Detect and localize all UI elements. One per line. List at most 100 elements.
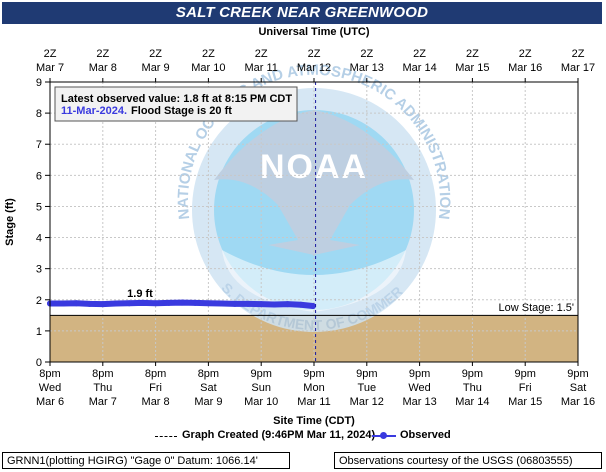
bottom-tick-day: Tue xyxy=(358,382,377,394)
bottom-tick-day: Sat xyxy=(200,382,217,394)
observed-value-annotation: 1.9 ft xyxy=(127,288,153,300)
top-tick-date: Mar 8 xyxy=(89,62,117,74)
bottom-tick-time: 9pm xyxy=(514,368,535,380)
observed-point xyxy=(271,301,278,308)
top-tick-date: Mar 17 xyxy=(561,62,595,74)
bottom-tick-date: Mar 9 xyxy=(194,396,222,408)
low-stage-label: Low Stage: 1.5' xyxy=(499,302,575,314)
observed-point xyxy=(297,301,304,308)
top-tick-date: Mar 15 xyxy=(455,62,489,74)
bottom-tick-day: Sat xyxy=(570,382,587,394)
top-tick-time: 2Z xyxy=(466,48,479,60)
hydrograph-chart: Universal Time (UTC) Site Time (CDT) Sta… xyxy=(0,0,595,427)
legend-created-label: Graph Created (9:46PM Mar 11, 2024) xyxy=(182,429,376,441)
bottom-axis-ticks: 8pm Wed Mar 6 8pm Thu Mar 7 8pm Fri Mar 8 8pm Sat M… xyxy=(36,362,595,408)
bottom-tick-time: 8pm xyxy=(92,368,113,380)
top-axis-label: Universal Time (UTC) xyxy=(258,26,369,38)
y-tick-label: 2 xyxy=(36,295,42,307)
bottom-tick-time: 9pm xyxy=(409,368,430,380)
plot-frame xyxy=(49,81,579,363)
observed-point xyxy=(231,300,238,307)
observed-point xyxy=(60,300,67,307)
observed-point xyxy=(179,299,185,306)
bottom-tick-date: Mar 6 xyxy=(36,396,64,408)
y-tick-label: 3 xyxy=(36,264,42,276)
bottom-tick-time: 8pm xyxy=(198,368,219,380)
y-axis-ticks: 0 1 2 3 4 5 6 7 8 9 xyxy=(36,77,50,369)
observed-point xyxy=(152,300,159,307)
observed-point xyxy=(218,300,225,307)
bottom-tick-date: Mar 13 xyxy=(402,396,436,408)
bottom-tick-date: Mar 16 xyxy=(561,396,595,408)
top-tick-time: 2Z xyxy=(308,48,321,60)
top-axis-ticks: 2Z Mar 7 2Z Mar 8 2Z Mar 9 2Z Mar 10 2Z Mar 11 2Z M… xyxy=(36,48,595,82)
bottom-tick-time: 9pm xyxy=(462,368,483,380)
bottom-tick-day: Thu xyxy=(463,382,482,394)
chart-legend: Graph Created (9:46PM Mar 11, 2024) Obse… xyxy=(0,428,606,444)
bottom-tick-date: Mar 7 xyxy=(89,396,117,408)
top-tick-date: Mar 10 xyxy=(191,62,225,74)
observed-point xyxy=(73,300,80,307)
bottom-tick-time: 9pm xyxy=(250,368,271,380)
y-tick-label: 1 xyxy=(36,326,42,338)
gage-datum-footer: GRNN1(plotting HGIRG) "Gage 0" Datum: 10… xyxy=(2,452,290,469)
top-tick-date: Mar 13 xyxy=(350,62,384,74)
latest-value-date: 11-Mar-2024. xyxy=(61,105,127,117)
top-tick-time: 2Z xyxy=(149,48,162,60)
top-tick-date: Mar 12 xyxy=(297,62,331,74)
y-tick-label: 8 xyxy=(36,108,42,120)
top-tick-time: 2Z xyxy=(202,48,215,60)
latest-value-line1: Latest observed value: 1.8 ft at 8:15 PM… xyxy=(61,93,292,105)
bottom-tick-day: Thu xyxy=(93,382,112,394)
latest-value-box-frame xyxy=(54,86,298,122)
bottom-tick-day: Fri xyxy=(519,382,532,394)
top-tick-date: Mar 9 xyxy=(142,62,170,74)
observed-point xyxy=(245,300,251,307)
observed-point xyxy=(86,300,93,307)
top-tick-time: 2Z xyxy=(44,48,57,60)
bottom-tick-time: 8pm xyxy=(145,368,166,380)
legend-observed-marker xyxy=(380,432,387,439)
legend-created-swatch xyxy=(155,436,177,437)
bottom-tick-time: 8pm xyxy=(39,368,60,380)
top-tick-time: 2Z xyxy=(519,48,532,60)
top-tick-date: Mar 14 xyxy=(402,62,436,74)
y-tick-label: 4 xyxy=(36,233,42,245)
bottom-tick-day: Sun xyxy=(251,382,271,394)
observed-point xyxy=(139,299,146,306)
chart-title: SALT CREEK NEAR GREENWOOD xyxy=(2,2,602,24)
bottom-tick-time: 9pm xyxy=(567,368,588,380)
latest-value-line2: 11-Mar-2024. Flood Stage is 20 ft xyxy=(61,105,232,117)
top-tick-date: Mar 16 xyxy=(508,62,542,74)
y-tick-label: 5 xyxy=(36,201,42,213)
top-tick-time: 2Z xyxy=(413,48,426,60)
flood-stage-text: Flood Stage is 20 ft xyxy=(131,105,232,117)
observed-point xyxy=(309,303,316,309)
bottom-tick-day: Fri xyxy=(149,382,162,394)
observed-point xyxy=(126,300,133,307)
top-tick-date: Mar 7 xyxy=(36,62,64,74)
observed-point xyxy=(284,301,291,308)
y-tick-label: 0 xyxy=(36,357,42,369)
bottom-tick-date: Mar 15 xyxy=(508,396,542,408)
bottom-tick-time: 9pm xyxy=(303,368,324,380)
bottom-tick-date: Mar 8 xyxy=(142,396,170,408)
bottom-tick-day: Wed xyxy=(408,382,430,394)
observed-point xyxy=(99,301,106,308)
bottom-tick-date: Mar 14 xyxy=(455,396,489,408)
top-tick-time: 2Z xyxy=(96,48,109,60)
y-tick-label: 9 xyxy=(36,77,42,89)
bottom-tick-time: 9pm xyxy=(356,368,377,380)
y-axis-label: Stage (ft) xyxy=(4,198,16,246)
top-tick-time: 2Z xyxy=(360,48,373,60)
observed-point xyxy=(113,300,119,307)
latest-value-box: Latest observed value: 1.8 ft at 8:15 PM… xyxy=(54,86,298,122)
bottom-tick-date: Mar 11 xyxy=(297,396,330,408)
bottom-tick-day: Mon xyxy=(303,382,324,394)
observations-credit-footer: Observations courtesy of the USGS (06803… xyxy=(334,452,602,469)
bottom-axis-label: Site Time (CDT) xyxy=(273,415,355,427)
watermark-noaa-text: NOAA xyxy=(260,148,368,186)
watermark-lower-shape xyxy=(222,250,406,312)
bottom-tick-date: Mar 10 xyxy=(244,396,278,408)
